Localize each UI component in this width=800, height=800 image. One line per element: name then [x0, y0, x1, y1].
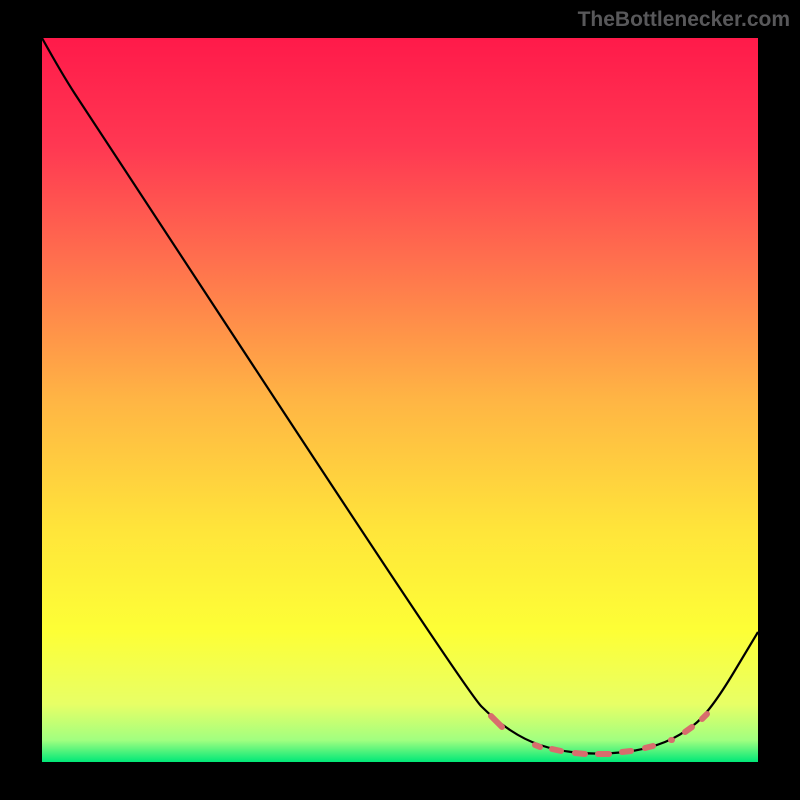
optimal-marker: [552, 749, 561, 751]
optimal-marker: [575, 753, 585, 754]
optimal-marker: [645, 746, 653, 748]
chart-svg: [0, 0, 800, 800]
optimal-marker: [535, 745, 540, 747]
optimal-marker: [702, 714, 707, 719]
watermark-text: TheBottlenecker.com: [578, 8, 790, 32]
chart-container: TheBottlenecker.com: [0, 0, 800, 800]
optimal-marker: [685, 727, 692, 732]
gradient-background: [42, 38, 758, 762]
optimal-marker: [622, 751, 631, 752]
